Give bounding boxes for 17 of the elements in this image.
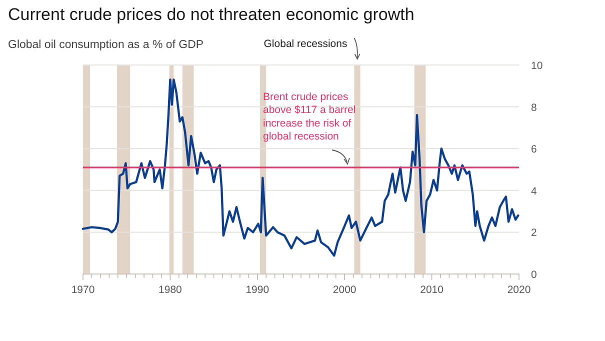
x-tick-label: 2000 [332, 284, 356, 296]
y-tick-label: 8 [531, 102, 537, 114]
y-tick-label: 2 [531, 227, 537, 240]
x-tick-label: 1980 [158, 284, 182, 296]
chart-subtitle: Global oil consumption as a % of GDP [8, 39, 204, 51]
y-tick-label: 10 [531, 60, 543, 72]
x-tick-label: 1970 [71, 284, 95, 296]
y-tick-label: 6 [531, 144, 537, 156]
line-series [82, 78, 520, 257]
x-tick-label: 1990 [246, 284, 270, 296]
band-label: Global recessions [264, 38, 348, 50]
ref-line-label: Brent crude prices above $117 a barrel increase the risk of global recession [263, 91, 356, 143]
x-tick-label: 2010 [420, 284, 444, 296]
y-tick-label: 4 [531, 185, 537, 198]
x-tick-label: 2020 [507, 284, 531, 296]
y-tick-label: 0 [531, 269, 537, 281]
chart-title: Current crude prices do not threaten economic growth [8, 5, 414, 24]
